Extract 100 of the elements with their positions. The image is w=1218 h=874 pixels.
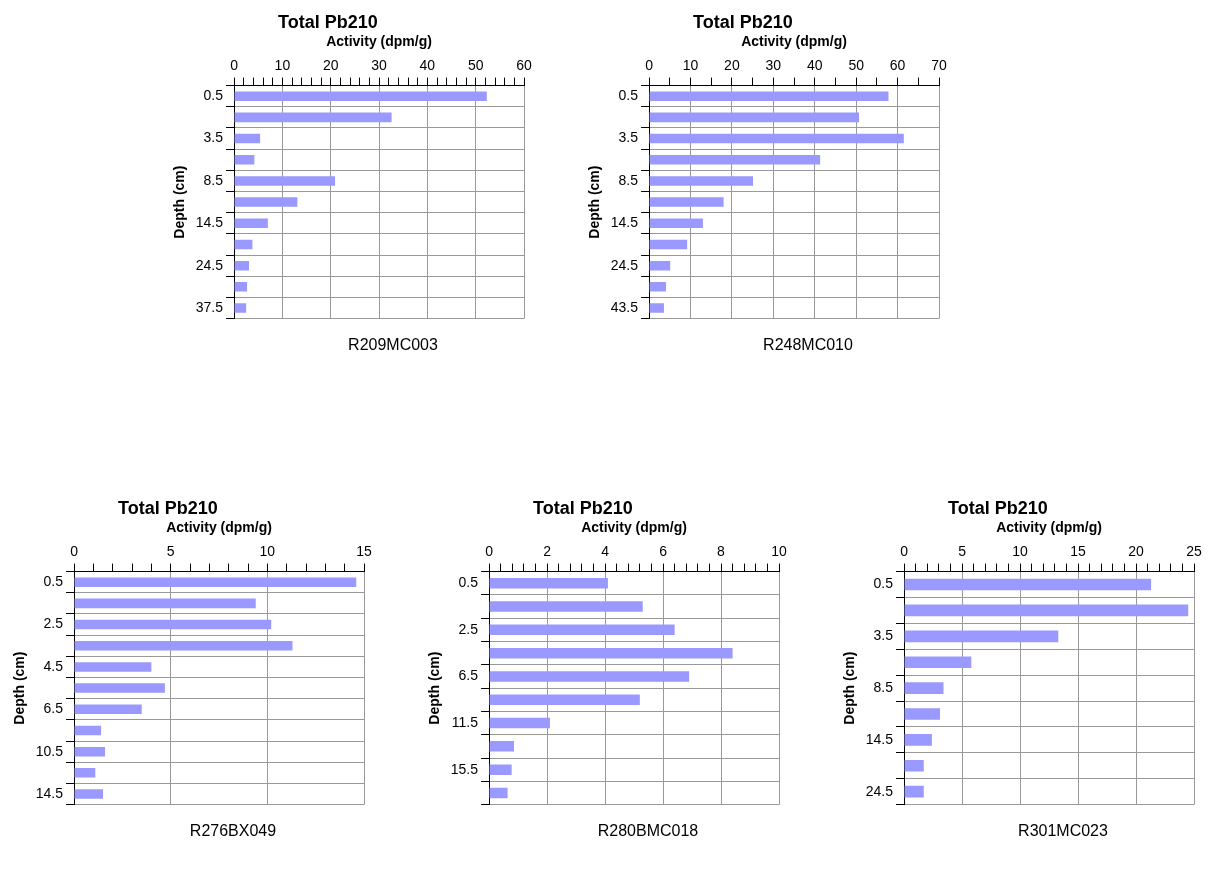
x-tick-label: 0 xyxy=(900,543,909,560)
y-tick-label: 24.5 xyxy=(865,782,894,799)
bar xyxy=(904,708,940,720)
bar xyxy=(649,260,671,271)
x-tick-label: 0 xyxy=(70,543,79,560)
bar xyxy=(904,785,924,798)
y-tick-label: 3.5 xyxy=(618,129,639,146)
x-tick-label: 60 xyxy=(516,57,532,74)
bar xyxy=(649,176,754,186)
x-tick-label: 50 xyxy=(848,57,865,74)
bar xyxy=(904,604,1189,617)
x-axis-title: Activity (dpm/g) xyxy=(166,519,272,536)
bar xyxy=(74,640,293,651)
x-tick-label: 10 xyxy=(1012,543,1029,560)
bar xyxy=(234,197,298,207)
x-tick-label: 30 xyxy=(765,57,782,74)
y-tick-label: 3.5 xyxy=(873,627,894,644)
x-tick-label: 10 xyxy=(274,57,291,74)
bar xyxy=(489,647,733,659)
y-tick-label: 14.5 xyxy=(195,214,224,231)
y-tick-label: 14.5 xyxy=(610,214,639,231)
y-tick-label: 0.5 xyxy=(873,575,894,592)
bar xyxy=(74,725,102,736)
text: R280BMC018 xyxy=(596,822,700,840)
bar xyxy=(234,260,250,271)
bar xyxy=(904,734,932,746)
y-axis-title: Depth (cm) xyxy=(171,165,188,239)
y-tick-label: 0.5 xyxy=(618,87,639,104)
y-tick-label: 14.5 xyxy=(865,730,894,747)
bar xyxy=(234,218,268,229)
bar xyxy=(234,282,248,292)
x-tick-label: 10 xyxy=(682,57,699,74)
y-tick-label: 8.5 xyxy=(203,171,224,188)
bar xyxy=(74,598,256,609)
x-tick-label: 40 xyxy=(806,57,823,74)
chart-title: Total Pb210 xyxy=(692,12,794,34)
bar xyxy=(489,694,640,705)
x-tick-label: 4 xyxy=(601,543,610,560)
text: R248MC010 xyxy=(762,336,854,354)
bar xyxy=(649,197,724,207)
x-tick-label: 15 xyxy=(356,543,372,560)
y-axis-title: Depth (cm) xyxy=(586,165,603,239)
x-tick-label: 20 xyxy=(1128,543,1145,560)
chart-title: Total Pb210 xyxy=(947,498,1049,520)
bar xyxy=(489,741,514,752)
bar xyxy=(234,176,336,186)
chart-title: Total Pb210 xyxy=(532,498,634,520)
bar xyxy=(649,218,703,229)
x-tick-label: 6 xyxy=(659,543,668,560)
y-tick-label: 3.5 xyxy=(203,129,224,146)
bar xyxy=(74,768,96,778)
y-tick-label: 2.5 xyxy=(458,620,479,637)
y-tick-label: 10.5 xyxy=(35,742,64,759)
x-tick-label: 70 xyxy=(931,57,947,74)
bar xyxy=(234,91,487,101)
x-tick-label: 20 xyxy=(322,57,339,74)
bar xyxy=(649,282,667,292)
x-tick-label: 2 xyxy=(543,543,552,560)
text: R209MC003 xyxy=(347,336,439,354)
bar xyxy=(74,704,142,715)
bar xyxy=(74,789,104,799)
x-tick-label: 5 xyxy=(166,543,175,560)
y-tick-label: 8.5 xyxy=(873,678,894,695)
bar xyxy=(489,624,675,636)
bar xyxy=(74,577,357,587)
x-tick-label: 10 xyxy=(259,543,276,560)
y-tick-label: 14.5 xyxy=(35,784,64,801)
x-tick-label: 60 xyxy=(889,57,906,74)
y-tick-label: 0.5 xyxy=(458,574,479,591)
bar xyxy=(234,154,255,165)
x-tick-label: 40 xyxy=(419,57,436,74)
y-tick-label: 0.5 xyxy=(203,87,224,104)
bar xyxy=(234,239,253,250)
x-axis-title: Activity (dpm/g) xyxy=(581,519,687,536)
bar xyxy=(904,682,944,694)
bar xyxy=(489,787,508,799)
y-tick-label: 6.5 xyxy=(458,667,479,684)
y-tick-label: 11.5 xyxy=(451,713,479,730)
bar xyxy=(74,746,105,757)
x-tick-label: 15 xyxy=(1070,543,1087,560)
bar xyxy=(74,619,272,630)
bar xyxy=(649,154,821,165)
bar xyxy=(489,764,512,775)
bar xyxy=(74,683,165,693)
bar xyxy=(649,303,664,313)
y-tick-label: 2.5 xyxy=(43,615,64,632)
bar xyxy=(904,759,924,772)
x-tick-label: 50 xyxy=(467,57,484,74)
y-tick-label: 15.5 xyxy=(450,760,479,777)
bar xyxy=(489,578,608,589)
text: R301MC023 xyxy=(1017,822,1109,840)
y-axis-title: Depth (cm) xyxy=(426,651,443,725)
y-tick-label: 4.5 xyxy=(43,657,64,674)
x-tick-label: 30 xyxy=(371,57,388,74)
bar xyxy=(234,133,261,144)
text: R276BX049 xyxy=(188,822,278,840)
bar xyxy=(234,303,247,313)
bar xyxy=(904,656,972,669)
bar xyxy=(489,717,550,729)
y-tick-label: 37.5 xyxy=(195,298,224,315)
